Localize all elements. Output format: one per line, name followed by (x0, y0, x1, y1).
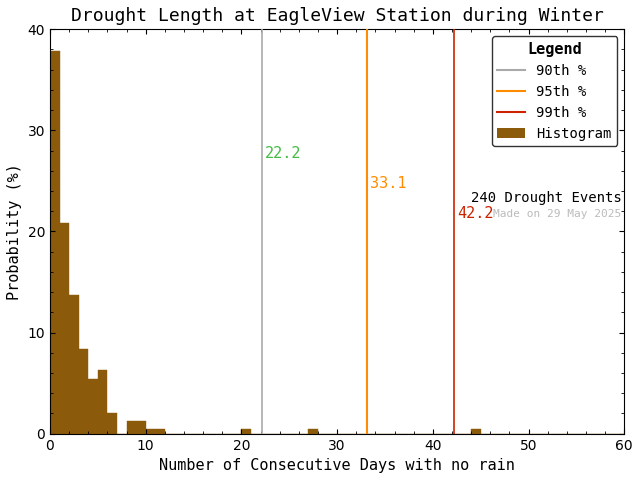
Bar (98, 371, 108, 433)
Bar (69, 295, 79, 433)
Text: 22.2: 22.2 (266, 145, 302, 160)
Legend: 90th %, 95th %, 99th %, Histogram: 90th %, 95th %, 99th %, Histogram (492, 36, 618, 146)
Bar (127, 421, 136, 433)
Title: Drought Length at EagleView Station during Winter: Drought Length at EagleView Station duri… (70, 7, 604, 25)
Text: 240 Drought Events: 240 Drought Events (470, 191, 621, 205)
Bar (60, 223, 69, 433)
Bar (146, 430, 156, 433)
Bar (79, 349, 88, 433)
Bar (50, 50, 60, 433)
Bar (241, 430, 251, 433)
Bar (156, 430, 165, 433)
Text: 33.1: 33.1 (370, 176, 406, 191)
X-axis label: Number of Consecutive Days with no rain: Number of Consecutive Days with no rain (159, 458, 515, 473)
Bar (308, 430, 318, 433)
Bar (108, 413, 117, 433)
Bar (471, 430, 481, 433)
Y-axis label: Probability (%): Probability (%) (7, 163, 22, 300)
Text: 42.2: 42.2 (457, 206, 493, 221)
Text: Made on 29 May 2025: Made on 29 May 2025 (493, 209, 621, 219)
Bar (136, 421, 146, 433)
Bar (88, 379, 98, 433)
